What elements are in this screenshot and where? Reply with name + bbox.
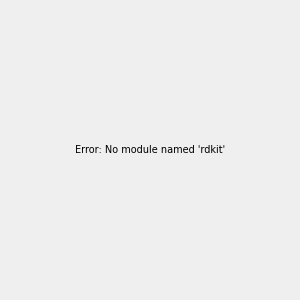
Text: Error: No module named 'rdkit': Error: No module named 'rdkit' <box>75 145 225 155</box>
